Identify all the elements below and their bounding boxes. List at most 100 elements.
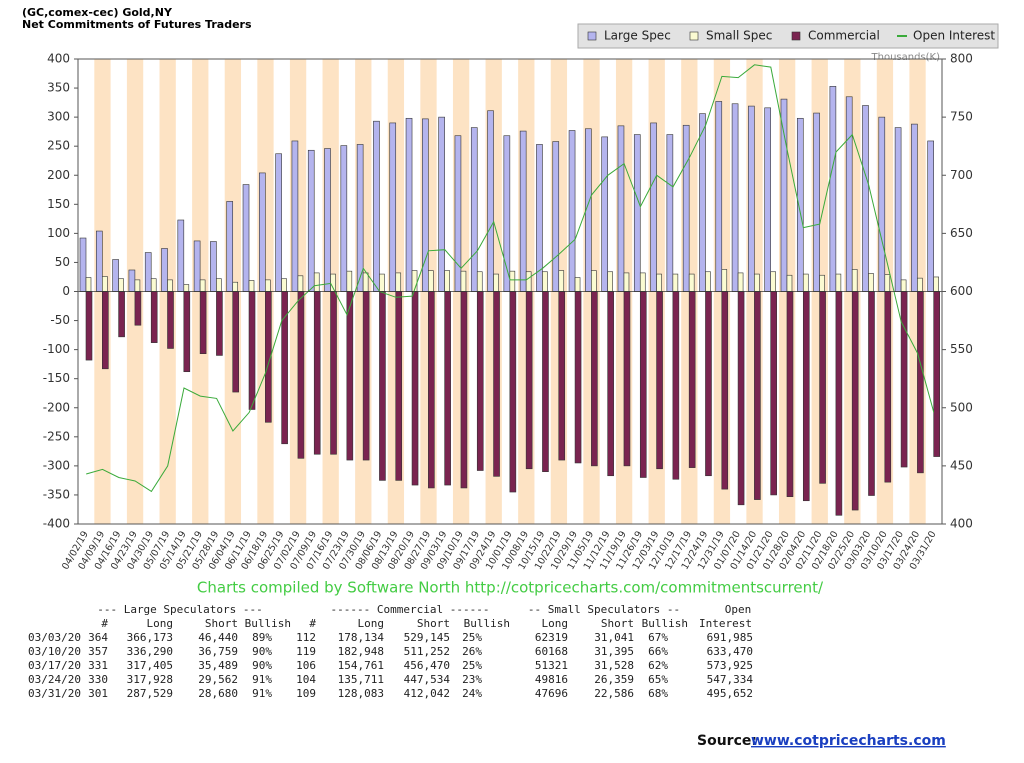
bar — [705, 291, 712, 477]
bar — [102, 291, 109, 370]
bar — [705, 271, 711, 292]
y-tick-label: 400 — [47, 52, 70, 66]
table-cell: 154,761 — [338, 659, 384, 672]
bar — [780, 98, 788, 292]
bar — [623, 291, 631, 467]
bar — [356, 144, 364, 292]
table-cell: 511,252 — [404, 645, 450, 658]
bar — [672, 291, 680, 480]
bar — [591, 270, 597, 292]
table-cell: 46,440 — [198, 631, 238, 644]
table-group-header: ------ Commercial ------ — [331, 603, 490, 616]
bar — [183, 291, 191, 373]
table-group-header: --- Large Speculators --- — [97, 603, 263, 616]
bar — [470, 127, 478, 292]
bar — [911, 123, 918, 292]
bar — [118, 291, 125, 338]
bar — [340, 145, 348, 292]
y2-tick-label: 750 — [950, 110, 973, 124]
bar — [346, 270, 353, 292]
table-cell: 65% — [648, 673, 668, 686]
bar — [199, 279, 206, 292]
bar — [933, 291, 940, 457]
table-cell: 51321 — [535, 659, 568, 672]
bar — [786, 291, 794, 497]
y-tick-label: 250 — [47, 139, 70, 153]
bar — [900, 279, 907, 292]
bar — [85, 277, 92, 292]
bar — [167, 279, 173, 292]
bar — [835, 273, 842, 292]
table-cell: 495,652 — [707, 687, 753, 700]
table-cell: 03/03/20 — [28, 631, 81, 644]
table-cell: 317,405 — [127, 659, 173, 672]
bar — [177, 219, 185, 292]
table-header: Bullish — [245, 617, 291, 630]
table-cell: 03/17/20 — [28, 659, 81, 672]
bar — [362, 272, 369, 292]
bar — [688, 273, 695, 292]
table-cell: 109 — [296, 687, 316, 700]
bar — [460, 291, 468, 489]
table-header: Short — [601, 617, 634, 630]
bar — [819, 274, 825, 292]
table-cell: 24% — [462, 687, 482, 700]
bar — [819, 291, 826, 484]
bar — [330, 291, 337, 455]
bar — [829, 86, 837, 292]
bar — [161, 248, 168, 292]
bar — [313, 291, 321, 455]
y-tick-label: -200 — [43, 400, 70, 414]
bar — [862, 105, 869, 292]
y-tick-label: -250 — [43, 429, 70, 443]
bar — [444, 291, 451, 486]
table-cell: 91% — [252, 673, 272, 686]
bar — [672, 273, 679, 292]
table-group-header: Open — [725, 603, 752, 616]
y-tick-label: 150 — [47, 197, 70, 211]
bar — [607, 291, 614, 477]
bar — [927, 140, 934, 292]
bar — [666, 134, 674, 292]
bar — [259, 172, 266, 292]
legend-swatch — [791, 31, 801, 41]
y2-tick-label: 600 — [950, 284, 973, 298]
bar — [216, 291, 223, 356]
table-cell: 547,334 — [707, 673, 754, 686]
bar — [542, 291, 549, 472]
source-link[interactable]: www.cotpricecharts.com — [751, 733, 946, 749]
y-tick-label: 300 — [47, 110, 70, 124]
bar — [373, 120, 380, 292]
bar — [291, 140, 299, 292]
table-cell: 25% — [462, 659, 482, 672]
bar — [835, 291, 843, 516]
bar — [395, 272, 402, 292]
bar — [476, 271, 483, 292]
y-tick-label: -100 — [43, 342, 70, 356]
bar — [525, 291, 533, 470]
y2-tick-label: 700 — [950, 168, 973, 182]
bar — [248, 291, 256, 410]
table-header: # — [101, 617, 108, 630]
bar — [438, 116, 445, 292]
bar — [525, 271, 532, 292]
bar — [232, 291, 240, 393]
bar — [845, 96, 853, 292]
table-cell: 26,359 — [594, 673, 634, 686]
bar — [389, 122, 397, 292]
bar — [395, 291, 403, 481]
bar — [542, 271, 548, 292]
y2-tick-label: 450 — [950, 458, 973, 472]
table-header: # — [309, 617, 316, 630]
bar — [721, 269, 728, 292]
table-cell: 23% — [462, 673, 482, 686]
table-header: Bullish — [464, 617, 510, 630]
bar — [851, 269, 858, 292]
bar — [607, 271, 613, 292]
table-cell: 31,041 — [594, 631, 634, 644]
plot-frame — [77, 58, 943, 525]
table-cell: 182,948 — [338, 645, 384, 658]
legend-label: Commercial — [808, 29, 880, 43]
bar — [281, 278, 287, 292]
bar — [851, 291, 859, 511]
